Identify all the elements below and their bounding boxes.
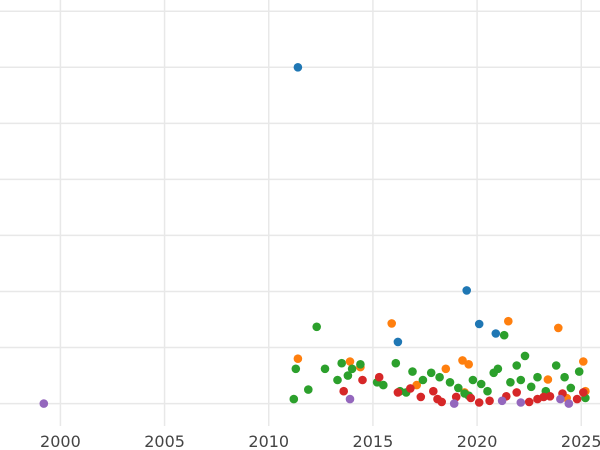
data-point [412, 380, 422, 390]
data-point [39, 399, 49, 408]
data-point [441, 364, 451, 374]
x-tick-label: 2015 [353, 432, 394, 450]
x-tick-label: 2005 [144, 432, 185, 450]
data-point [289, 394, 299, 404]
data-point [483, 386, 492, 396]
data-points [39, 63, 590, 408]
data-point [406, 384, 415, 393]
data-point [356, 360, 365, 369]
data-point [435, 372, 444, 382]
data-point [379, 380, 388, 390]
data-point [539, 392, 548, 402]
data-point [418, 375, 428, 385]
data-point [449, 399, 459, 408]
data-point [320, 364, 330, 374]
data-point [499, 330, 509, 340]
data-point [551, 361, 561, 370]
data-point [556, 394, 565, 404]
data-point [345, 394, 355, 404]
data-point [347, 364, 357, 374]
data-point [451, 392, 461, 402]
data-point [464, 360, 474, 369]
x-tick-label: 2020 [457, 432, 498, 450]
data-point [304, 385, 313, 394]
data-point [474, 319, 484, 329]
x-tick-label: 2000 [40, 432, 81, 450]
data-point [564, 399, 574, 408]
data-point [476, 379, 486, 389]
data-point [393, 337, 403, 347]
data-point [416, 392, 426, 402]
data-point [339, 386, 349, 396]
data-point [433, 394, 442, 404]
data-point [466, 393, 476, 403]
data-point [474, 398, 484, 407]
data-point [429, 386, 438, 396]
x-axis-tick-labels: 2000 2005 2010 2015 2020 2025 [40, 432, 600, 450]
data-point [426, 368, 436, 378]
data-point [512, 388, 521, 397]
data-point [572, 394, 582, 404]
data-point [506, 378, 515, 387]
data-point [393, 388, 403, 397]
data-point [445, 378, 455, 387]
data-point [526, 382, 536, 392]
data-point [293, 354, 303, 364]
data-point [462, 286, 472, 295]
data-point [408, 367, 417, 376]
data-point [545, 392, 555, 401]
data-point [497, 396, 507, 406]
data-point [516, 375, 526, 385]
data-point [491, 329, 501, 338]
data-point [579, 388, 588, 397]
data-point [312, 322, 322, 332]
data-point [337, 358, 347, 368]
data-point [374, 372, 384, 382]
data-point [493, 364, 503, 374]
data-point [391, 358, 401, 368]
data-point [520, 351, 530, 361]
data-point [343, 371, 353, 380]
x-tick-label: 2010 [248, 432, 289, 450]
data-point [333, 375, 342, 385]
data-point [358, 375, 367, 385]
data-point [291, 364, 301, 374]
data-point [387, 319, 397, 328]
data-point [516, 398, 526, 407]
data-point [468, 375, 478, 385]
data-point [579, 357, 588, 366]
data-point [512, 361, 521, 370]
data-point [543, 375, 553, 384]
data-point [458, 356, 467, 365]
data-point [504, 316, 513, 326]
data-point [574, 367, 584, 376]
data-point [345, 357, 355, 366]
data-point [554, 323, 563, 333]
data-point [566, 383, 576, 393]
data-point [560, 372, 569, 382]
data-point [485, 396, 494, 406]
data-point [524, 397, 534, 407]
data-point [293, 63, 303, 72]
data-point [533, 372, 542, 382]
x-tick-label: 2025 [561, 432, 600, 450]
data-point [454, 383, 463, 393]
